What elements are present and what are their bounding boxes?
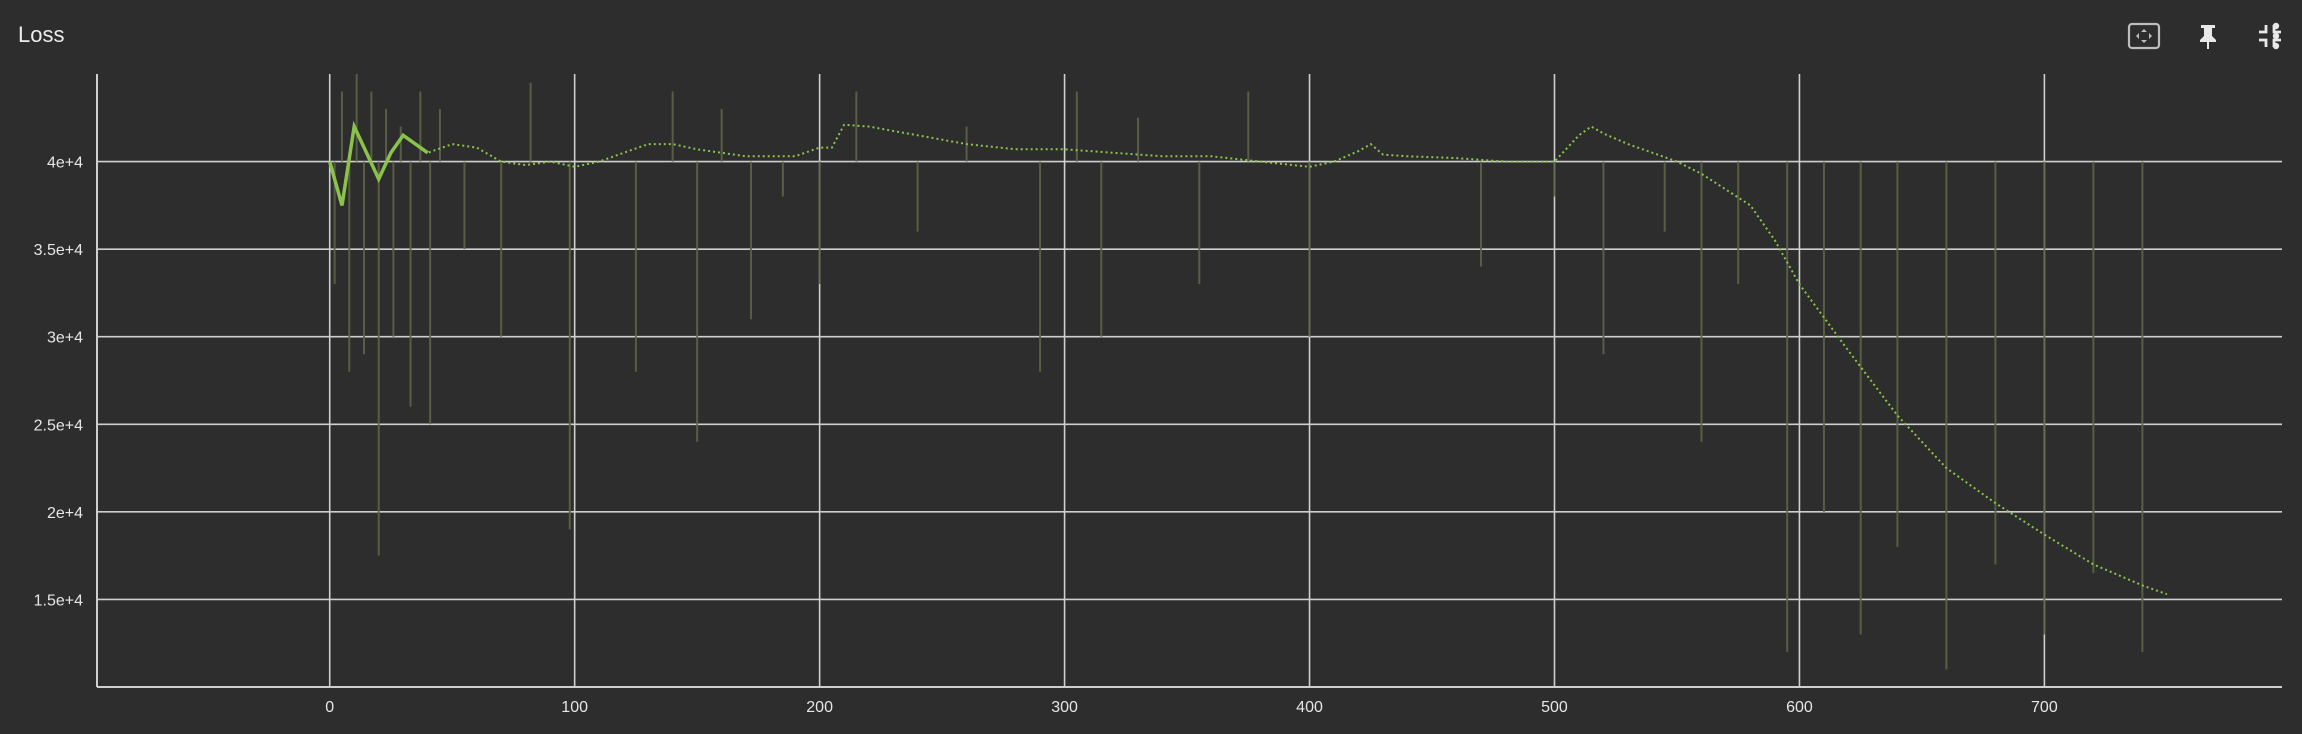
smoothed-loss-line	[328, 123, 2168, 596]
x-tick-label: 200	[806, 699, 833, 716]
pin-button[interactable]	[2188, 16, 2228, 56]
card-header: Loss	[0, 0, 2302, 72]
pin-icon	[2197, 23, 2219, 49]
y-tick-label: 1.5e+4	[34, 592, 83, 609]
chart-title: Loss	[18, 22, 65, 47]
collapse-icon	[2257, 23, 2283, 49]
y-tick-label: 3e+4	[47, 330, 83, 347]
x-tick-label: 100	[561, 699, 588, 716]
x-tick-label: 500	[1541, 699, 1568, 716]
x-tick-label: 400	[1296, 699, 1323, 716]
smoothed-loss-line-start	[328, 120, 429, 206]
y-tick-label: 2.5e+4	[34, 417, 83, 434]
x-tick-label: 300	[1051, 699, 1078, 716]
y-tick-label: 4e+4	[47, 155, 83, 172]
fit-domain-icon	[2127, 22, 2161, 50]
x-tick-label: 0	[325, 699, 334, 716]
x-tick-label: 600	[1786, 699, 1813, 716]
x-tick-label: 700	[2031, 699, 2058, 716]
y-tick-label: 2e+4	[47, 505, 83, 522]
more-vert-icon	[2272, 22, 2280, 50]
collapse-button[interactable]	[2250, 16, 2290, 56]
fit-to-data-button[interactable]	[2124, 16, 2164, 56]
more-options-button[interactable]	[2256, 16, 2296, 56]
y-tick-label: 3.5e+4	[34, 242, 83, 259]
